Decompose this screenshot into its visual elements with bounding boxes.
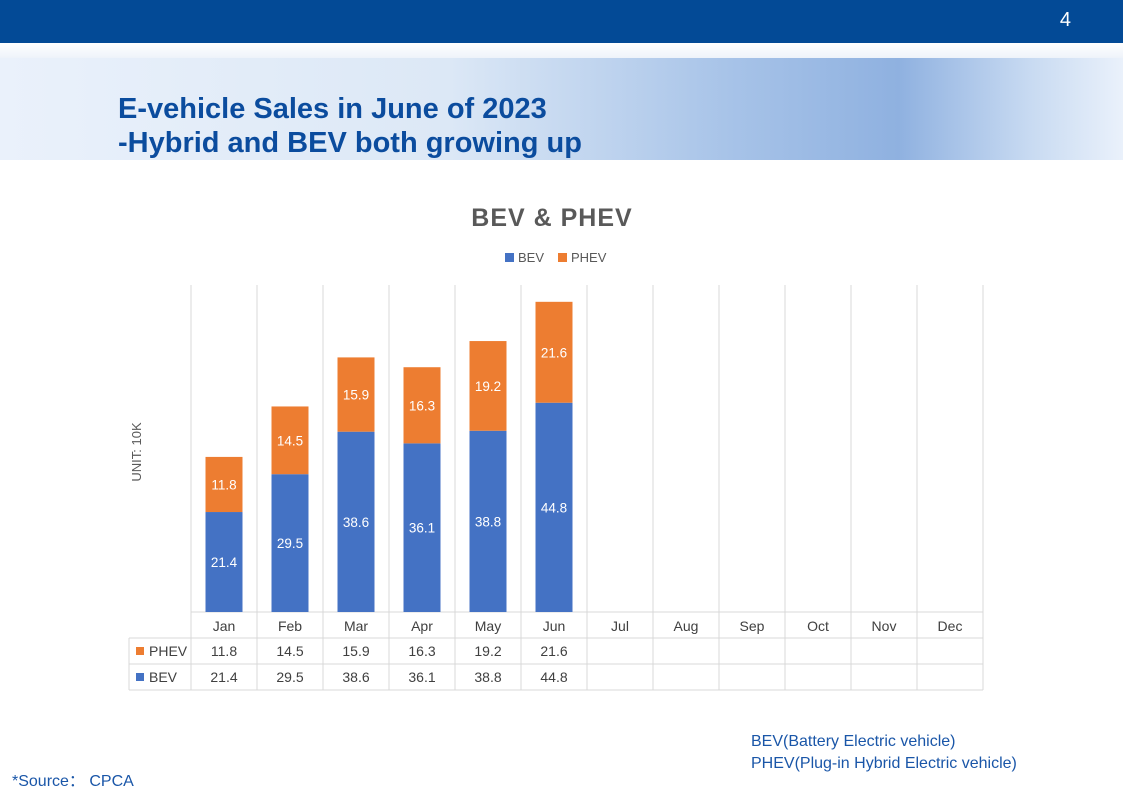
table-cell-bev: 21.4 [210, 669, 237, 685]
data-label-phev: 15.9 [343, 388, 369, 403]
legend-swatch-phev [558, 253, 567, 262]
legend-label-bev: BEV [518, 250, 544, 265]
table-cell-phev: 15.9 [342, 643, 369, 659]
title-banner [0, 58, 1123, 160]
chart-svg: BEV & PHEV BEV PHEV UNIT: 10K Jan Feb Mar Apr Ma… [128, 204, 984, 691]
table-cell-phev: 14.5 [276, 643, 303, 659]
data-label-phev: 21.6 [541, 345, 567, 360]
x-tick-label: Nov [872, 618, 897, 634]
data-label-bev: 36.1 [409, 521, 435, 536]
x-tick-label: Sep [740, 618, 765, 634]
x-tick-label: Dec [938, 618, 963, 634]
x-tick-label: Aug [674, 618, 699, 634]
table-cell-bev: 38.6 [342, 669, 369, 685]
phev-definition: PHEV(Plug-in Hybrid Electric vehicle) [751, 755, 1017, 772]
x-tick-label: Oct [807, 618, 829, 634]
x-tick-label: May [475, 618, 501, 634]
legend-swatch-bev [505, 253, 514, 262]
table-cell-bev: 29.5 [276, 669, 303, 685]
table-row-label-phev: PHEV [149, 643, 188, 659]
bar-bev [403, 443, 441, 612]
data-label-bev: 21.4 [211, 555, 238, 570]
table-cell-phev: 16.3 [408, 643, 435, 659]
table-cell-phev: 21.6 [540, 643, 567, 659]
bar-phev [271, 406, 309, 475]
bar-bev [271, 474, 309, 612]
bar-bev [535, 402, 573, 612]
table-cell-phev: 19.2 [474, 643, 501, 659]
data-label-bev: 44.8 [541, 500, 567, 515]
bar-bev [469, 430, 507, 612]
data-label-phev: 14.5 [277, 433, 303, 448]
source-note: *Source： CPCA [12, 773, 134, 790]
data-label-phev: 16.3 [409, 398, 435, 413]
slide-title-line1: E-vehicle Sales in June of 2023 [118, 93, 547, 125]
data-label-bev: 29.5 [277, 536, 303, 551]
header-bar: 4 [0, 0, 1123, 43]
bar-phev [337, 357, 375, 432]
definitions: BEV(Battery Electric vehicle) PHEV(Plug-… [751, 731, 1017, 775]
x-tick-label: Jun [543, 618, 566, 634]
bar-phev [403, 367, 441, 444]
table-cell-bev: 44.8 [540, 669, 567, 685]
slide-title-line2: -Hybrid and BEV both growing up [118, 127, 582, 159]
bev-definition: BEV(Battery Electric vehicle) [751, 733, 956, 750]
data-label-bev: 38.6 [343, 515, 369, 530]
x-tick-label: Jan [213, 618, 236, 634]
bar-bev [205, 512, 243, 612]
data-label-phev: 19.2 [475, 379, 501, 394]
bar-bev [337, 431, 375, 612]
chart: BEV & PHEV BEV PHEV UNIT: 10K Jan Feb Mar Apr Ma… [0, 190, 1123, 700]
table-key-bev [136, 673, 144, 681]
table-cell-bev: 36.1 [408, 669, 435, 685]
x-tick-label: Jul [611, 618, 629, 634]
banner-strip [0, 43, 1123, 58]
chart-title: BEV & PHEV [471, 204, 632, 232]
x-tick-label: Feb [278, 618, 302, 634]
table-cell-phev: 11.8 [211, 643, 237, 659]
data-label-phev: 11.8 [211, 477, 236, 492]
bar-phev [205, 456, 243, 513]
table-key-phev [136, 647, 144, 655]
table-row-label-bev: BEV [149, 669, 178, 685]
x-tick-label: Apr [411, 618, 433, 634]
data-label-bev: 38.8 [475, 514, 501, 529]
page-number: 4 [1059, 9, 1071, 31]
slide-title: E-vehicle Sales in June of 2023 -Hybrid … [118, 92, 582, 160]
table-cell-bev: 38.8 [474, 669, 501, 685]
bar-phev [469, 341, 507, 431]
x-tick-label: Mar [344, 618, 368, 634]
legend-label-phev: PHEV [571, 250, 607, 265]
bar-phev [535, 301, 573, 403]
y-axis-label: UNIT: 10K [129, 422, 144, 482]
